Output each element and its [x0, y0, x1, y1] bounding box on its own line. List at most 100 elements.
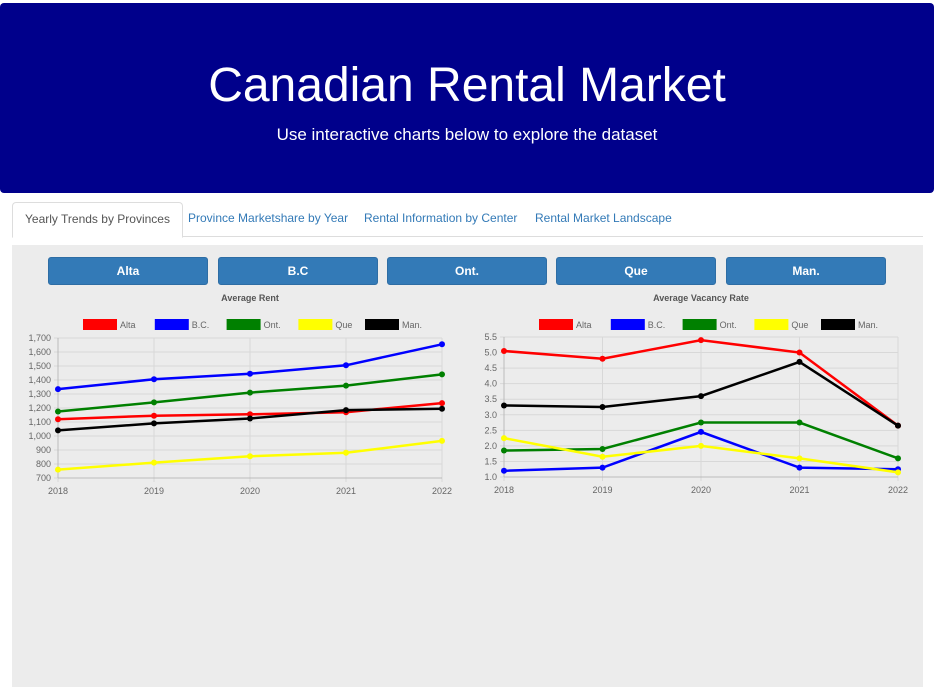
tab-rental-landscape[interactable]: Rental Market Landscape	[535, 211, 672, 225]
data-point-ont	[599, 446, 606, 452]
data-point-bc	[501, 467, 507, 474]
tab-yearly-trends[interactable]: Yearly Trends by Provinces	[12, 202, 183, 238]
data-point-ont	[439, 371, 445, 378]
y-tick-label: 900	[36, 445, 51, 455]
legend-swatch-que	[298, 319, 333, 330]
data-point-ont	[501, 447, 507, 454]
data-point-alta	[439, 400, 445, 407]
data-point-alta	[151, 412, 157, 419]
average-rent-chart: Average Rent Alta B.C. Ont. Que Man. 700 800 900…	[28, 293, 452, 496]
y-tick-label: 2.0	[484, 441, 497, 451]
y-tick-label: 1,500	[28, 361, 51, 371]
data-point-bc	[698, 428, 704, 435]
data-point-que	[343, 449, 349, 456]
alta-button[interactable]: Alta	[48, 257, 208, 285]
data-point-man	[895, 422, 901, 429]
data-point-que	[698, 442, 704, 449]
data-point-bc	[599, 464, 606, 471]
legend-swatch-ont	[682, 319, 717, 330]
data-point-man	[501, 402, 507, 409]
data-point-alta	[247, 411, 253, 418]
page-title: Canadian Rental Market	[208, 59, 726, 112]
y-tick-label: 1,200	[28, 403, 51, 413]
legend-label: Alta	[576, 320, 592, 330]
y-tick-label: 5.0	[484, 348, 497, 358]
data-point-que	[439, 437, 445, 444]
data-point-man	[698, 393, 704, 400]
data-point-que	[599, 453, 606, 460]
data-point-ont	[796, 419, 803, 426]
legend-label: Man.	[858, 320, 878, 330]
legend-label: Alta	[120, 320, 136, 330]
data-point-bc	[796, 464, 803, 471]
man-button[interactable]: Man.	[726, 257, 886, 285]
que-button[interactable]: Que	[556, 257, 716, 285]
data-point-ont	[343, 382, 349, 389]
x-tick-label: 2021	[789, 485, 809, 495]
y-tick-label: 1,600	[28, 347, 51, 357]
average-vacancy-chart: Average Vacancy Rate Alta B.C. Ont. Que Man. 1…	[484, 293, 908, 495]
data-point-alta	[501, 348, 507, 354]
data-point-man	[247, 415, 253, 422]
y-tick-label: 1,700	[28, 333, 51, 343]
data-point-man	[599, 404, 606, 410]
ont-button[interactable]: Ont.	[387, 257, 547, 285]
legend-label: Man.	[402, 320, 422, 330]
legend-swatch-ont	[226, 319, 261, 330]
x-tick-label: 2021	[336, 486, 356, 496]
legend-swatch-bc	[610, 319, 645, 330]
data-point-ont	[55, 408, 61, 415]
tab-rental-information[interactable]: Rental Information by Center	[364, 211, 518, 225]
data-point-alta	[796, 349, 803, 356]
bc-button[interactable]: B.C	[218, 257, 378, 285]
y-tick-label: 1,100	[28, 417, 51, 427]
y-tick-label: 4.5	[484, 363, 497, 373]
x-tick-label: 2018	[48, 486, 68, 496]
legend-swatch-alta	[83, 319, 117, 330]
y-tick-label: 3.5	[484, 394, 497, 404]
legend-label: Que	[791, 320, 808, 330]
x-tick-label: 2018	[494, 485, 514, 495]
data-point-que	[895, 469, 901, 476]
legend-label: B.C.	[192, 320, 210, 330]
legend-swatch-que	[754, 319, 789, 330]
data-point-ont	[698, 419, 704, 426]
data-point-ont	[895, 455, 901, 462]
legend-label: Ont.	[720, 320, 737, 330]
data-point-que	[247, 453, 253, 460]
data-point-man	[796, 358, 803, 365]
legend-swatch-alta	[539, 319, 573, 330]
chart-title: Average Rent	[221, 293, 279, 303]
y-tick-label: 800	[36, 459, 51, 469]
data-point-alta	[698, 337, 704, 344]
page-subtitle: Use interactive charts below to explore …	[276, 125, 658, 144]
x-tick-label: 2020	[691, 485, 711, 495]
legend-label: Que	[335, 320, 352, 330]
data-point-man	[55, 427, 61, 434]
x-tick-label: 2019	[144, 486, 164, 496]
x-tick-label: 2022	[432, 486, 452, 496]
header-banner: Canadian Rental Market Use interactive c…	[0, 3, 934, 193]
data-point-bc	[343, 362, 349, 369]
y-tick-label: 700	[36, 473, 51, 483]
y-tick-label: 4.0	[484, 379, 497, 389]
data-point-bc	[439, 341, 445, 348]
legend-swatch-man	[365, 319, 399, 330]
legend-swatch-man	[821, 319, 855, 330]
tab-bar: Yearly Trends by Provinces Province Mark…	[12, 202, 923, 238]
data-point-alta	[599, 355, 606, 362]
y-tick-label: 1.5	[484, 456, 497, 466]
data-point-bc	[151, 376, 157, 383]
data-point-que	[151, 459, 157, 466]
x-tick-label: 2019	[592, 485, 612, 495]
y-tick-label: 3.0	[484, 410, 497, 420]
data-point-alta	[55, 416, 61, 423]
data-point-que	[796, 455, 803, 462]
tab-province-marketshare[interactable]: Province Marketshare by Year	[188, 211, 349, 225]
data-point-que	[55, 466, 61, 473]
y-tick-label: 1,400	[28, 375, 51, 385]
data-point-bc	[247, 370, 253, 377]
data-point-man	[439, 405, 445, 412]
legend-label: Ont.	[264, 320, 281, 330]
y-tick-label: 5.5	[484, 332, 497, 342]
